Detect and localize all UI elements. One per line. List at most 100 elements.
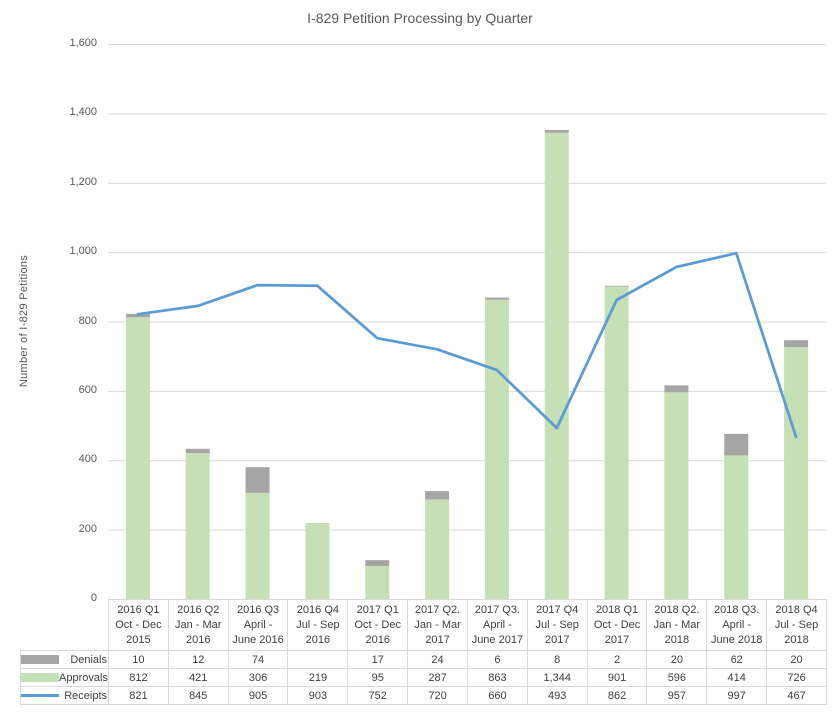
- table-value-cell: 1,344: [526, 668, 588, 687]
- table-value-cell: 812: [108, 668, 169, 687]
- plot-area: [108, 44, 826, 600]
- table-value-cell: 821: [108, 686, 169, 705]
- denials-legend-key-icon: [21, 655, 59, 664]
- table-value-cell: 862: [586, 686, 648, 705]
- y-tick-label: 1,600: [69, 37, 97, 49]
- table-value-cell: 95: [347, 668, 409, 687]
- denials-bar: [245, 467, 270, 493]
- series-name-label: Denials: [70, 653, 107, 666]
- table-value-cell: 62: [706, 650, 768, 669]
- category-header-cell: 2017 Q2. Jan - Mar 2017: [407, 599, 468, 651]
- category-header-cell: 2016 Q1 Oct - Dec 2015: [108, 599, 169, 651]
- y-tick-label: 0: [90, 592, 97, 604]
- y-tick-label: 1,400: [69, 106, 97, 119]
- approvals-bar: [784, 347, 809, 600]
- table-value-cell: 8: [526, 650, 588, 669]
- series-label-cell: Approvals: [20, 668, 109, 687]
- approvals-bar: [484, 299, 509, 600]
- y-tick-label: 400: [78, 453, 97, 466]
- table-value-cell: 414: [706, 668, 768, 687]
- table-value-cell: 660: [466, 686, 528, 705]
- table-value-cell: 596: [646, 668, 708, 687]
- category-header-cell: 2018 Q3. April - June 2018: [706, 599, 768, 651]
- table-value-cell: 905: [227, 686, 289, 705]
- category-header-cell: 2017 Q4 Jul - Sep 2017: [526, 599, 588, 651]
- y-tick-label: 600: [78, 383, 97, 396]
- table-value-cell: 74: [227, 650, 289, 669]
- y-tick-label: 800: [78, 314, 97, 327]
- approvals-bar: [604, 286, 629, 600]
- category-header-cell: 2017 Q1 Oct - Dec 2016: [347, 599, 409, 651]
- denials-bar: [784, 340, 809, 348]
- approvals-bar: [425, 499, 450, 600]
- table-row-denials: Denials 10 12 74 17 24 6 8 2 20 62 20: [20, 650, 827, 669]
- denials-bar: [185, 448, 210, 453]
- category-header-cell: 2016 Q4 Jul - Sep 2016: [287, 599, 349, 651]
- y-axis-title: Number of I-829 Petitions: [18, 254, 30, 388]
- approvals-bar: [305, 523, 330, 600]
- category-header-cell: 2016 Q2 Jan - Mar 2016: [167, 599, 229, 651]
- table-value-cell: 493: [526, 686, 588, 705]
- denials-bar: [125, 313, 150, 318]
- denials-bar: [425, 491, 450, 500]
- table-value-cell: 219: [287, 668, 349, 687]
- category-header-row: 2016 Q1 Oct - Dec 2015 2016 Q2 Jan - Mar 2016…: [21, 599, 827, 651]
- denials-bar: [664, 385, 689, 393]
- category-header-cell: 2018 Q4 Jul - Sep 2018: [766, 599, 827, 651]
- data-table: 2016 Q1 Oct - Dec 2015 2016 Q2 Jan - Mar 2016…: [20, 599, 827, 705]
- approvals-bar: [245, 492, 270, 600]
- y-tick-label: 1,200: [69, 175, 97, 188]
- table-value-cell: 467: [766, 686, 827, 705]
- table-value-cell: 20: [766, 650, 827, 669]
- table-value-cell: 421: [167, 668, 229, 687]
- category-header-cell: 2018 Q2. Jan - Mar 2018: [646, 599, 708, 651]
- table-value-cell: 306: [227, 668, 289, 687]
- table-value-cell: 752: [347, 686, 409, 705]
- table-value-cell: 287: [407, 668, 468, 687]
- approvals-bar: [125, 317, 150, 600]
- table-value-cell: 24: [407, 650, 468, 669]
- table-corner-cell: [21, 600, 109, 651]
- approvals-bar: [664, 392, 689, 600]
- approvals-bar: [724, 455, 749, 600]
- table-value-cell: 726: [766, 668, 827, 687]
- table-value-cell: 10: [108, 650, 169, 669]
- denials-bar: [365, 560, 390, 567]
- category-header-cell: 2016 Q3 April - June 2016: [227, 599, 289, 651]
- table-value-cell: 845: [167, 686, 229, 705]
- approvals-bar: [365, 566, 390, 600]
- category-header-cell: 2018 Q1 Oct - Dec 2017: [586, 599, 648, 651]
- y-tick-label: 1,000: [69, 245, 97, 258]
- chart-title: I-829 Petition Processing by Quarter: [307, 10, 533, 26]
- approvals-bar: [544, 132, 569, 600]
- series-label-cell: Denials: [20, 650, 109, 669]
- table-value-cell: [287, 650, 349, 669]
- table-row-approvals: Approvals 812 421 306 219 95 287 863 1,344 901 596…: [20, 668, 827, 687]
- series-name-label: Approvals: [59, 671, 108, 684]
- table-value-cell: 6: [466, 650, 528, 669]
- table-value-cell: 903: [287, 686, 349, 705]
- approvals-legend-key-icon: [21, 673, 59, 682]
- table-value-cell: 901: [586, 668, 648, 687]
- series-label-cell: Receipts: [20, 686, 109, 705]
- table-value-cell: 12: [167, 650, 229, 669]
- table-value-cell: 17: [347, 650, 409, 669]
- y-tick-label: 200: [78, 522, 97, 535]
- table-row-receipts: Receipts 821 845 905 903 752 720 660 493 862 957 99…: [20, 686, 827, 705]
- table-value-cell: 20: [646, 650, 708, 669]
- table-value-cell: 720: [407, 686, 468, 705]
- denials-bar: [544, 130, 569, 133]
- table-value-cell: 957: [646, 686, 708, 705]
- table-value-cell: 2: [586, 650, 648, 669]
- denials-bar: [604, 285, 629, 287]
- table-value-cell: 863: [466, 668, 528, 687]
- category-header-cell: 2017 Q3. April - June 2017: [466, 599, 528, 651]
- receipts-line: [136, 251, 798, 439]
- denials-bar: [724, 433, 749, 456]
- receipts-legend-key-icon: [21, 694, 59, 697]
- series-name-label: Receipts: [64, 689, 107, 702]
- table-value-cell: 997: [706, 686, 768, 705]
- denials-bar: [484, 297, 509, 300]
- approvals-bar: [185, 452, 210, 600]
